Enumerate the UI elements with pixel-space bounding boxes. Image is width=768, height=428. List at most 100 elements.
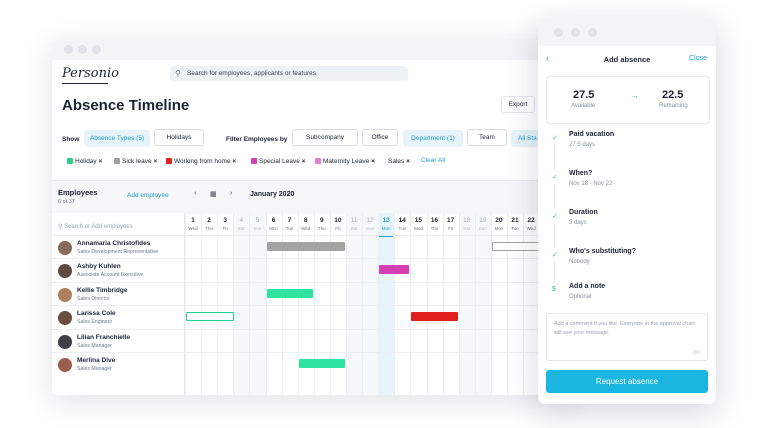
day-number: 4 bbox=[239, 217, 244, 224]
remaining-value: 22.5 bbox=[662, 89, 684, 101]
employee-search-input[interactable]: ⚲ Search or Add employees bbox=[58, 224, 133, 230]
absence-bar[interactable] bbox=[411, 312, 458, 322]
checkmark-icon: ✓ bbox=[552, 174, 558, 181]
request-absence-button[interactable]: Request absence bbox=[546, 370, 708, 393]
checkmark-icon: ✓ bbox=[552, 213, 558, 220]
row-divider bbox=[52, 328, 572, 330]
step-title: Duration bbox=[569, 209, 598, 216]
day-column bbox=[523, 213, 540, 395]
chip-remove-icon[interactable]: × bbox=[406, 158, 410, 165]
day-column bbox=[410, 213, 427, 395]
row-divider bbox=[52, 258, 572, 260]
add-employee-link[interactable]: Add employee bbox=[127, 192, 169, 199]
step-subtitle: 5 days bbox=[569, 220, 587, 226]
employee-role: Associate Account Executive bbox=[77, 272, 144, 279]
chip-remove-icon[interactable]: × bbox=[98, 158, 103, 165]
absence-bar[interactable] bbox=[266, 288, 313, 298]
chip-maternity-leave[interactable]: Maternity Leave × bbox=[315, 157, 375, 166]
chip-remove-icon[interactable]: × bbox=[232, 158, 237, 165]
chip-label: Special Leave bbox=[259, 158, 300, 165]
chip-holiday[interactable]: Holiday × bbox=[67, 157, 102, 166]
row-divider bbox=[52, 281, 572, 283]
day-number: 10 bbox=[334, 217, 342, 224]
step-title: Who's substituting? bbox=[569, 248, 636, 255]
chip-remove-icon[interactable]: × bbox=[153, 158, 158, 165]
checkmark-icon: ✓ bbox=[552, 252, 558, 259]
window-dot bbox=[78, 45, 87, 54]
absence-bar[interactable] bbox=[379, 265, 410, 275]
chip-special-leave[interactable]: Special Leave × bbox=[251, 157, 305, 166]
personio-logo[interactable]: Personio bbox=[62, 66, 119, 81]
window-titlebar bbox=[52, 40, 572, 60]
avatar bbox=[58, 358, 72, 372]
day-name: Thu bbox=[205, 226, 213, 231]
main-window: Personio ⚲ Search for employees, applica… bbox=[52, 40, 572, 395]
day-column bbox=[201, 213, 218, 395]
panel-titlebar bbox=[538, 18, 716, 46]
chip-label: Holiday bbox=[75, 158, 97, 165]
note-textarea[interactable]: Add a comment if you like. Everyone in t… bbox=[546, 313, 708, 361]
step-connector bbox=[554, 184, 555, 209]
day-name: Mon bbox=[381, 226, 391, 231]
clear-all-link[interactable]: Clear All bbox=[421, 157, 446, 164]
close-link[interactable]: Close bbox=[689, 55, 707, 62]
step-subtitle: Optional bbox=[569, 294, 592, 300]
absence-bar[interactable] bbox=[186, 312, 235, 322]
day-number: 13 bbox=[382, 217, 390, 224]
maternity-leave-swatch bbox=[315, 158, 321, 164]
employees-title: Employees bbox=[58, 188, 98, 197]
day-name: Mon bbox=[494, 226, 504, 231]
day-name: Sun bbox=[253, 226, 262, 231]
day-column bbox=[378, 213, 396, 395]
day-name: Thu bbox=[317, 226, 326, 231]
step-title: Paid vacation bbox=[569, 131, 615, 138]
day-number: 12 bbox=[366, 217, 374, 224]
chip-sales[interactable]: Sales × bbox=[388, 157, 410, 166]
absence-bar[interactable] bbox=[298, 359, 345, 368]
show-label: Show bbox=[62, 136, 80, 143]
chip-sick-leave[interactable]: Sick leave × bbox=[114, 157, 157, 166]
day-name: Sun bbox=[478, 226, 487, 231]
day-name: Fri bbox=[222, 226, 228, 231]
calendar-icon[interactable]: ▦ bbox=[210, 191, 217, 198]
add-absence-panel: ‹ Add absence Close 27.5 Available → 22.… bbox=[538, 18, 716, 404]
dollar-icon: $ bbox=[552, 286, 556, 293]
subcompany-filter[interactable]: Subcompany bbox=[292, 129, 358, 146]
employee-name: Annamaria Christofides bbox=[77, 240, 151, 247]
team-filter[interactable]: Team bbox=[467, 129, 507, 146]
day-name: Thu bbox=[430, 226, 439, 231]
row-divider bbox=[52, 305, 572, 307]
day-column bbox=[329, 213, 347, 395]
employee-list: ⚲ Search or Add employees bbox=[52, 213, 185, 395]
global-search-input[interactable]: ⚲ Search for employees, applicants or fe… bbox=[170, 66, 408, 81]
note-char-count: 0/0 bbox=[693, 350, 700, 356]
chip-remove-icon[interactable]: × bbox=[301, 158, 306, 165]
day-name: Mon bbox=[269, 226, 278, 231]
chip-remove-icon[interactable]: × bbox=[371, 158, 375, 165]
back-icon[interactable]: ‹ bbox=[546, 53, 549, 63]
day-number: 22 bbox=[527, 217, 535, 224]
holidays-filter[interactable]: Holidays bbox=[154, 129, 204, 146]
next-month-icon[interactable]: › bbox=[230, 190, 233, 197]
office-filter[interactable]: Office bbox=[362, 129, 398, 146]
department-filter[interactable]: Department (1) bbox=[403, 130, 463, 147]
day-column bbox=[442, 213, 460, 395]
absence-bar[interactable] bbox=[266, 242, 345, 251]
available-label: Available bbox=[571, 103, 596, 109]
day-column bbox=[217, 213, 234, 395]
day-name: Wed bbox=[301, 226, 311, 231]
chip-working-from-home[interactable]: Working from home × bbox=[166, 157, 236, 166]
prev-month-icon[interactable]: ‹ bbox=[194, 190, 197, 197]
day-number: 8 bbox=[303, 217, 308, 224]
employee-role: Sales Development Representative bbox=[77, 249, 159, 255]
day-number: 15 bbox=[414, 217, 422, 224]
timeline-header: Employees 6 of 37 Add employee ‹ ▦ › Jan… bbox=[52, 180, 572, 214]
day-column bbox=[474, 213, 492, 395]
export-button[interactable]: Export bbox=[501, 96, 535, 113]
window-dot bbox=[588, 28, 597, 37]
balance-card: 27.5 Available → 22.5 Remaining bbox=[546, 76, 710, 124]
day-column bbox=[313, 213, 331, 395]
day-number: 17 bbox=[446, 217, 455, 224]
absence-types-filter[interactable]: Absence Types (5) bbox=[84, 130, 150, 147]
day-name: Tue bbox=[398, 226, 407, 231]
